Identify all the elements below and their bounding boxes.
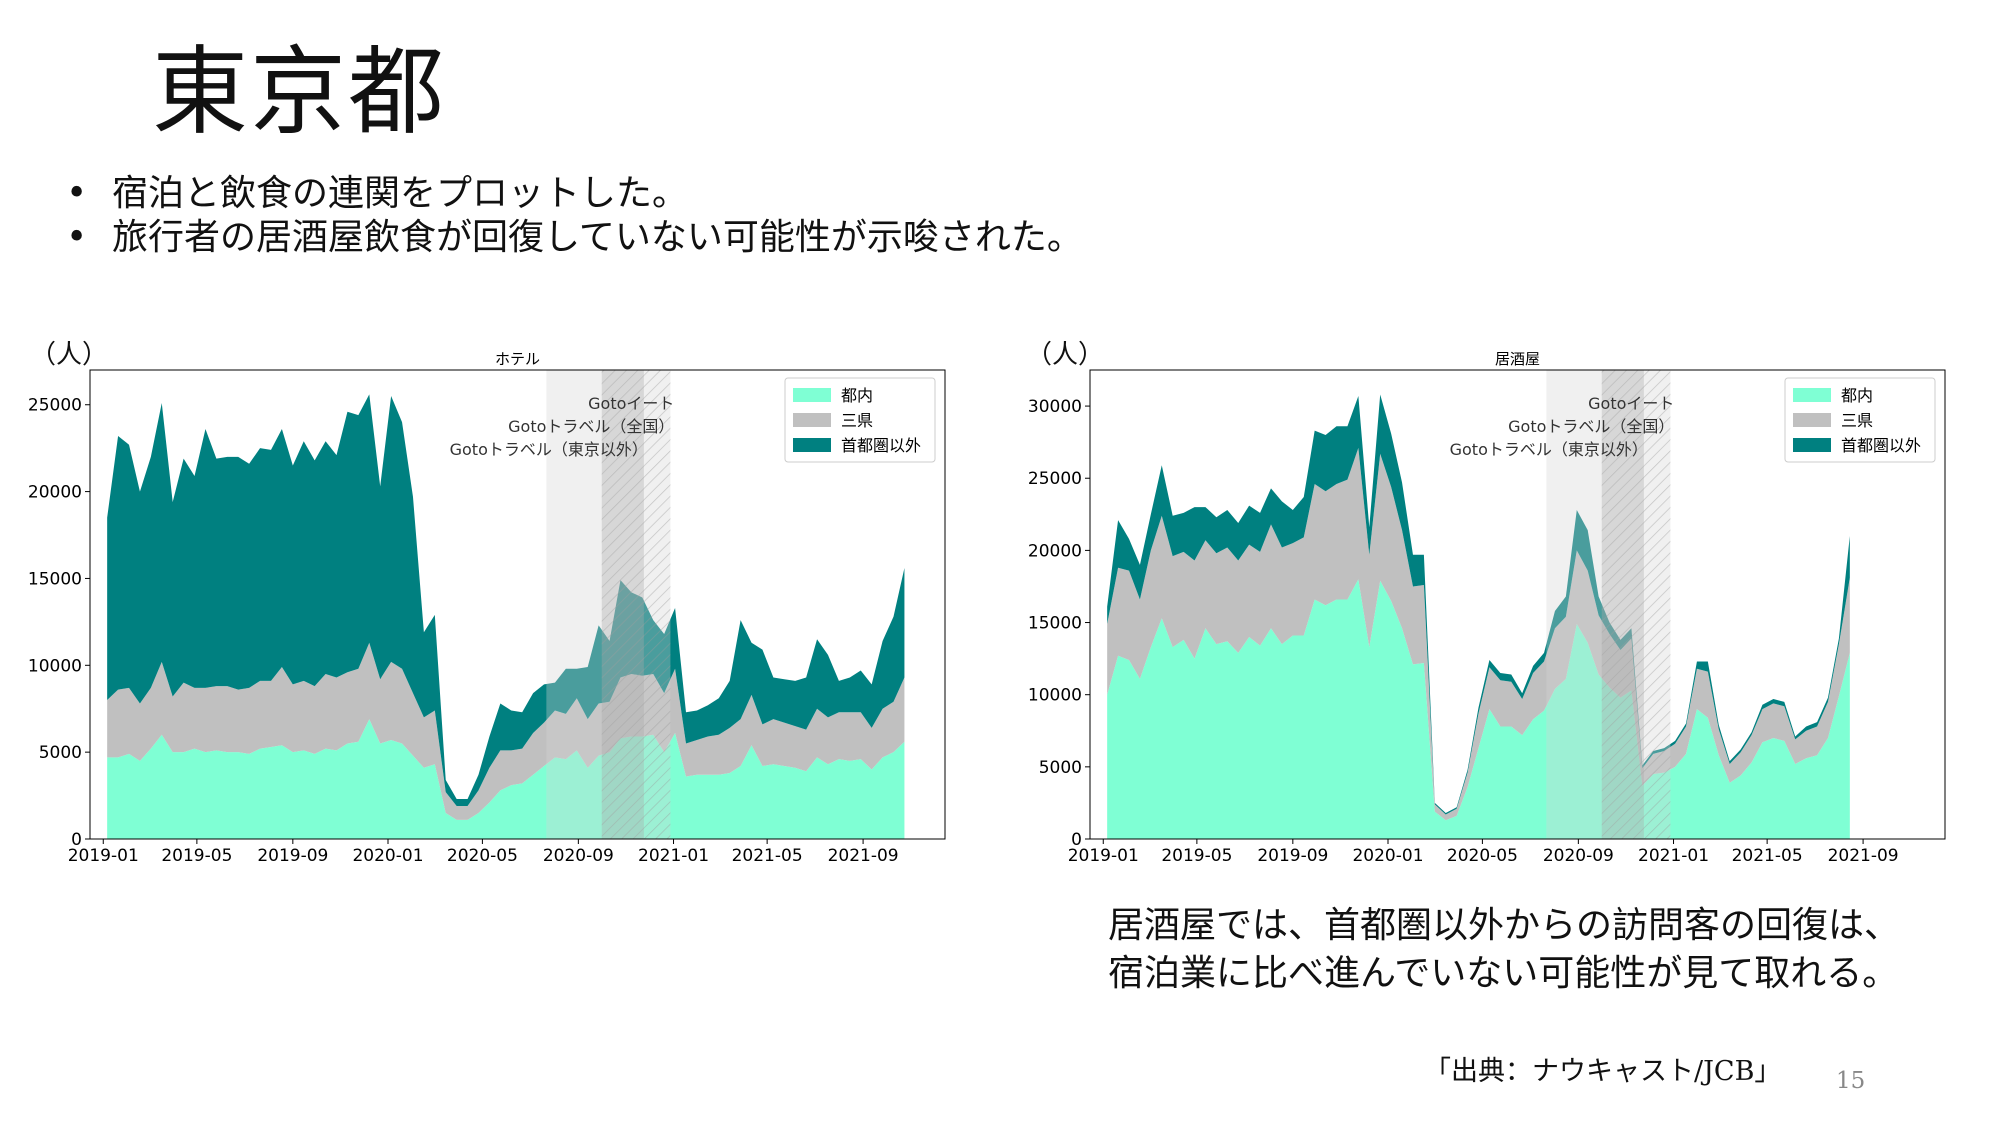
page-title: 東京都 (152, 36, 446, 148)
izakaya-unit-label: （人） (1026, 340, 1105, 370)
period-label: Gotoトラベル（東京以外） (450, 440, 648, 459)
x-tick-label: 2020-05 (447, 846, 518, 866)
x-tick-label: 2019-01 (68, 846, 139, 866)
period-label: Gotoイート (1588, 394, 1674, 413)
period-label: Gotoイート (588, 394, 674, 413)
period-shading-1 (601, 370, 671, 839)
y-tick-label: 25000 (28, 396, 82, 416)
note-line: 宿泊業に比べ進んでいない可能性が見て取れる。 (1108, 953, 1899, 994)
legend-swatch (793, 413, 831, 427)
bullet-marker: • (66, 217, 88, 258)
period-shading-2 (1601, 370, 1644, 839)
y-tick-label: 20000 (1028, 541, 1082, 561)
area-series-0 (107, 719, 905, 839)
legend-swatch (1793, 388, 1831, 402)
x-tick-label: 2021-05 (1732, 846, 1803, 866)
chart-title: 居酒屋 (1495, 350, 1540, 368)
period-shading-1 (1601, 370, 1671, 839)
x-tick-label: 2019-05 (1161, 846, 1232, 866)
legend-swatch (793, 388, 831, 402)
izakaya-chart: Gotoイート Gotoトラベル（全国） Gotoトラベル（東京以外） 居酒屋 0 500… (1000, 340, 2000, 880)
hotel-unit-label: （人） (30, 340, 109, 370)
x-tick-label: 2021-01 (638, 846, 709, 866)
hotel-chart-svg: Gotoイート Gotoトラベル（全国） Gotoトラベル（東京以外） ホテル 0 500… (28, 350, 946, 866)
note-line: 居酒屋では、首都圏以外からの訪問客の回復は、 (1108, 905, 1901, 946)
legend-label: 都内 (1841, 386, 1873, 405)
bullet-item: • 旅行者の居酒屋飲食が回復していない可能性が示唆された。 (66, 216, 1083, 260)
legend-label: 都内 (841, 386, 873, 405)
x-tick-label: 2019-01 (1068, 846, 1139, 866)
bullet-item: • 宿泊と飲食の連関をプロットした。 (66, 172, 1083, 216)
x-tick-label: 2019-05 (161, 846, 232, 866)
x-tick-label: 2020-09 (543, 846, 614, 866)
chart-title: ホテル (495, 350, 540, 368)
x-tick-label: 2021-01 (1638, 846, 1709, 866)
period-shading-2 (601, 370, 644, 839)
y-tick-label: 30000 (1028, 397, 1082, 417)
x-tick-label: 2020-09 (1543, 846, 1614, 866)
hotel-chart: Gotoイート Gotoトラベル（全国） Gotoトラベル（東京以外） ホテル 0 500… (0, 340, 1000, 880)
area-series-2 (107, 394, 905, 806)
plot-frame (1089, 369, 1946, 840)
izakaya-chart-svg: Gotoイート Gotoトラベル（全国） Gotoトラベル（東京以外） 居酒屋 0 500… (1028, 350, 1946, 866)
y-tick-label: 10000 (1028, 686, 1082, 706)
y-tick-label: 10000 (28, 656, 82, 676)
legend-label: 首都圏以外 (1841, 436, 1921, 455)
y-tick-label: 5000 (1039, 758, 1082, 778)
y-tick-label: 15000 (1028, 614, 1082, 634)
legend-swatch (1793, 438, 1831, 452)
note-text: 居酒屋では、首都圏以外からの訪問客の回復は、 宿泊業に比べ進んでいない可能性が見… (1108, 902, 1900, 998)
legend-swatch (793, 438, 831, 452)
y-tick-label: 20000 (28, 483, 82, 503)
legend-label: 三県 (841, 411, 873, 430)
y-tick-label: 0 (71, 830, 82, 850)
y-tick-label: 5000 (39, 743, 82, 763)
x-tick-label: 2021-09 (828, 846, 899, 866)
y-tick-label: 0 (1071, 830, 1082, 850)
bullet-marker: • (66, 173, 88, 214)
period-label: Gotoトラベル（全国） (1508, 417, 1674, 436)
area-series-1 (107, 642, 905, 820)
bullet-text: 旅行者の居酒屋飲食が回復していない可能性が示唆された。 (112, 217, 1083, 258)
period-label: Gotoトラベル（全国） (508, 417, 674, 436)
x-tick-label: 2020-05 (1447, 846, 1518, 866)
legend-label: 三県 (1841, 411, 1873, 430)
x-tick-label: 2020-01 (352, 846, 423, 866)
x-tick-label: 2021-09 (1828, 846, 1899, 866)
y-tick-label: 15000 (28, 569, 82, 589)
x-tick-label: 2020-01 (1352, 846, 1423, 866)
y-tick-label: 25000 (1028, 469, 1082, 489)
plot-frame (89, 369, 946, 840)
bullet-list: • 宿泊と飲食の連関をプロットした。 • 旅行者の居酒屋飲食が回復していない可能… (66, 172, 1083, 260)
legend-swatch (1793, 413, 1831, 427)
bullet-text: 宿泊と飲食の連関をプロットした。 (112, 173, 689, 214)
legend-label: 首都圏以外 (841, 436, 921, 455)
x-tick-label: 2021-05 (732, 846, 803, 866)
x-tick-label: 2019-09 (257, 846, 328, 866)
source-citation: 「出典：ナウキャスト/JCB」 (1424, 1056, 1782, 1087)
area-series-1 (1107, 447, 1850, 821)
period-label: Gotoトラベル（東京以外） (1450, 440, 1648, 459)
x-tick-label: 2019-09 (1257, 846, 1328, 866)
page-number: 15 (1836, 1068, 1866, 1094)
